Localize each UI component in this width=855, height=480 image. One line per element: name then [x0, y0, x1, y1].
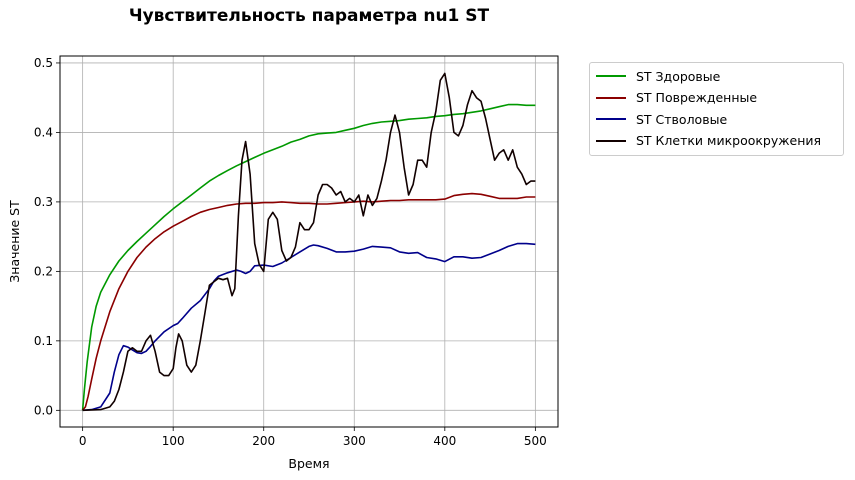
- legend-swatch: [596, 96, 626, 99]
- y-tick-label: 0.1: [34, 334, 53, 348]
- chart-legend: ST Здоровые ST Поврежденные ST Стволовые ST…: [589, 62, 844, 156]
- x-tick-label: 300: [343, 434, 366, 448]
- y-tick-label: 0.0: [34, 403, 53, 417]
- chart-title: Чувствительность параметра nu1 ST: [128, 6, 490, 26]
- y-tick-label: 0.2: [34, 264, 53, 278]
- x-tick-label: 400: [433, 434, 456, 448]
- legend-item: ST Клетки микроокружения: [596, 132, 821, 150]
- legend-swatch: [596, 139, 626, 142]
- series-line-2: [81, 192, 536, 411]
- y-tick-label: 0.4: [34, 125, 53, 139]
- series-line-1: [81, 103, 536, 411]
- legend-item: ST Поврежденные: [596, 89, 757, 107]
- x-axis-label: Время: [288, 456, 329, 471]
- y-tick-label: 0.5: [34, 56, 53, 70]
- legend-swatch: [596, 75, 626, 77]
- axes-frame: [59, 55, 559, 428]
- legend-label: ST Стволовые: [636, 111, 728, 127]
- x-tick-label: 200: [252, 434, 275, 448]
- series-line-3: [82, 242, 536, 412]
- legend-label: ST Здоровые: [636, 68, 721, 84]
- grid-layer: [60, 56, 558, 427]
- series-line-4: [82, 72, 536, 412]
- x-tick-label: 500: [524, 434, 547, 448]
- series-layer: [81, 72, 536, 412]
- y-axis-label: Значение ST: [7, 200, 22, 283]
- legend-item: ST Здоровые: [596, 67, 720, 85]
- legend-item: ST Стволовые: [596, 110, 727, 128]
- ticks-layer: 0 100 200 300 400 500 0.0 0.1 0.2 0.3 0.4 0.5: [34, 56, 547, 448]
- y-tick-label: 0.3: [34, 195, 53, 209]
- x-tick-label: 0: [79, 434, 87, 448]
- legend-label: ST Поврежденные: [636, 90, 758, 105]
- legend-swatch: [596, 118, 626, 120]
- legend-label: ST Клетки микроокружения: [636, 133, 822, 148]
- x-tick-label: 100: [162, 434, 185, 448]
